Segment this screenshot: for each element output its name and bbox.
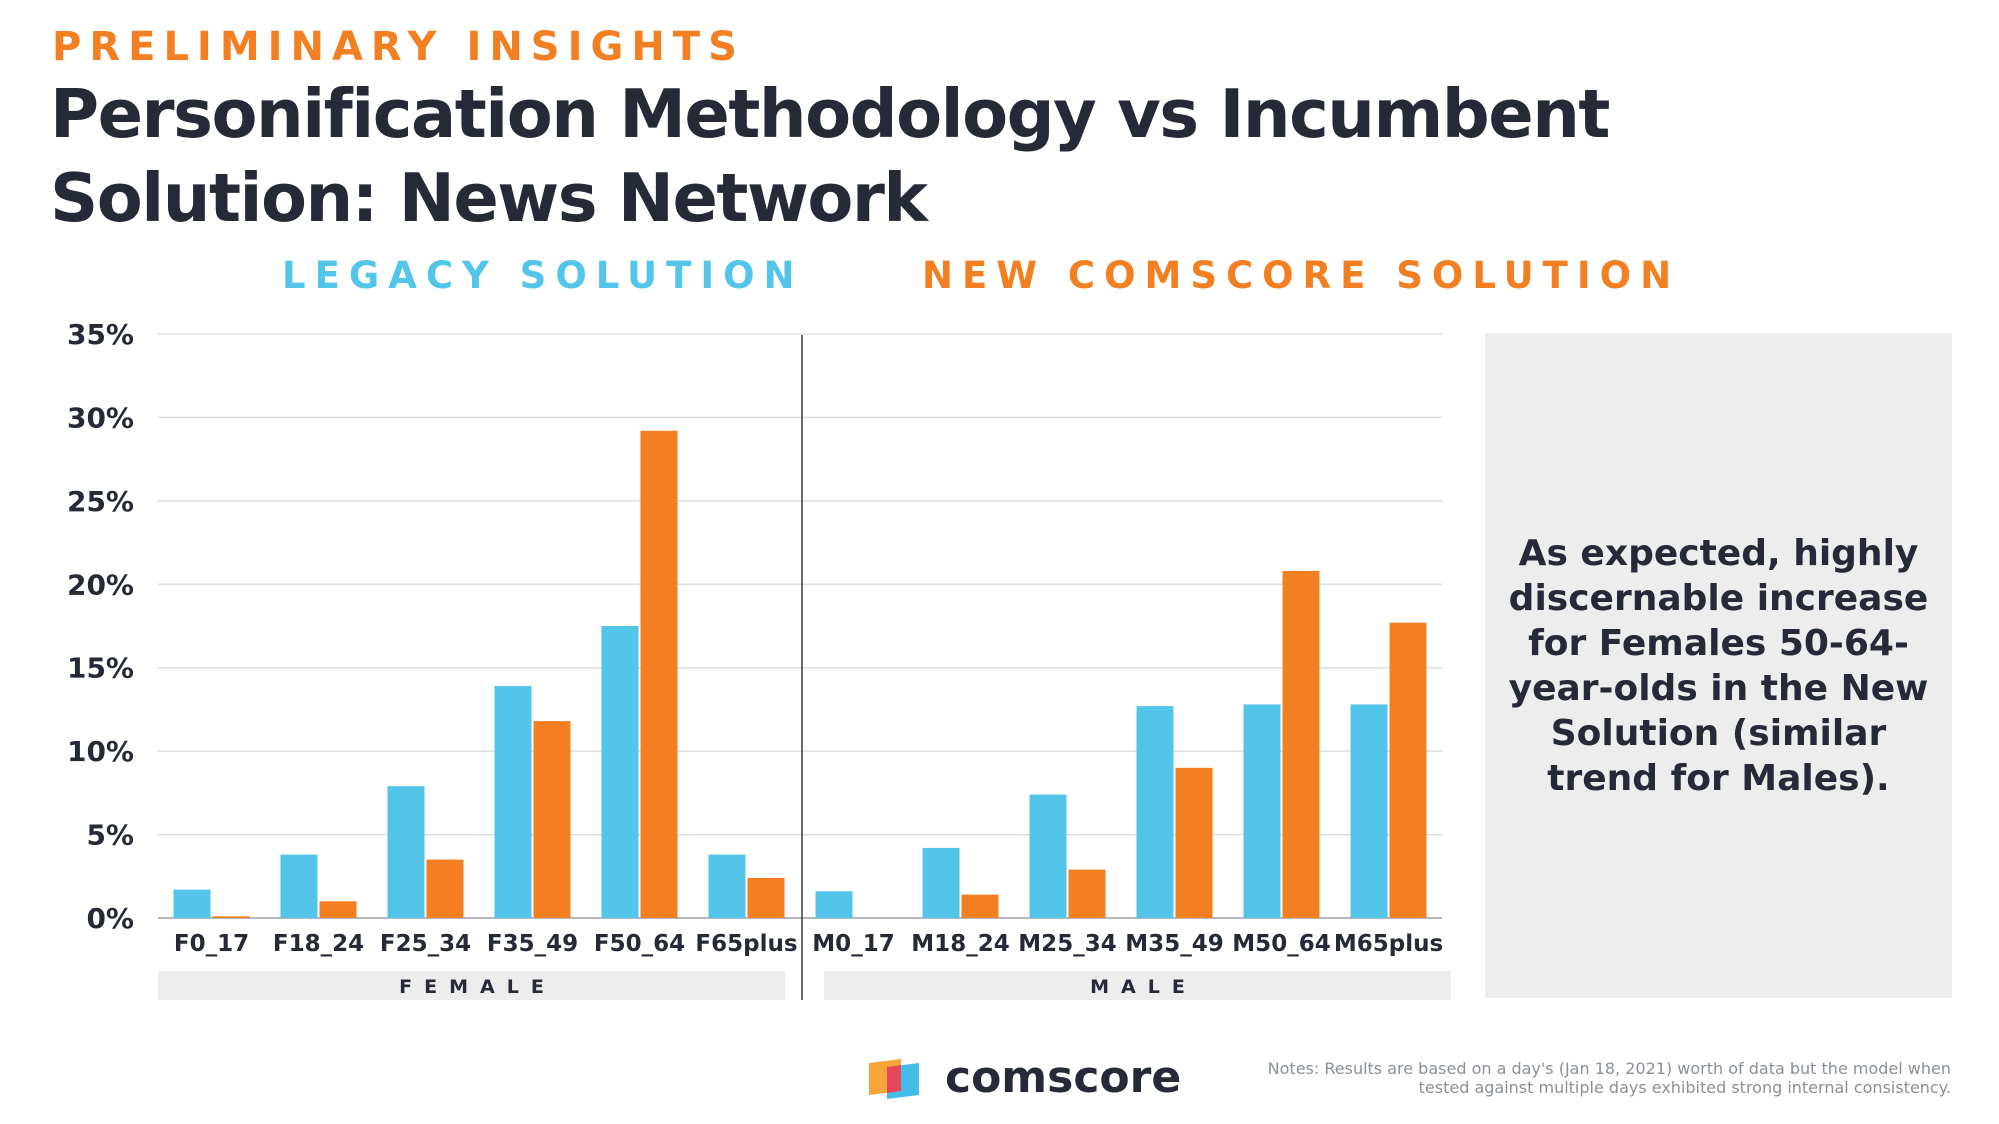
x-tick-label: F0_17: [174, 931, 249, 957]
y-tick-label: 30%: [67, 401, 134, 434]
callout-text: As expected, highly discernable increase…: [1508, 532, 1929, 799]
x-tick-label: F50_64: [594, 931, 685, 957]
y-tick-label: 5%: [86, 819, 134, 852]
bar-legacy-F18_24: [280, 854, 318, 918]
x-axis-ticks: F0_17 F18_24 F25_34 F35_49 F50_64 F65plus M0_1…: [174, 931, 1443, 957]
bar-legacy-F50_64: [601, 626, 639, 918]
bar-new-F25_34: [426, 859, 464, 918]
bars: [173, 430, 1427, 918]
bar-new-M65plus: [1389, 622, 1427, 918]
bar-legacy-F25_34: [387, 786, 425, 918]
y-tick-label: 20%: [67, 568, 134, 601]
callout-panel: As expected, highly discernable increase…: [1485, 333, 1952, 998]
bar-new-F0_17: [212, 916, 250, 918]
x-tick-label: F18_24: [273, 931, 364, 957]
comscore-logo-icon: [869, 1059, 919, 1099]
group-bands: FEMALE MALE: [158, 971, 1451, 1000]
x-tick-label: F25_34: [380, 931, 471, 957]
y-axis-ticks: 0% 5% 10% 15% 20% 25% 30% 35%: [67, 318, 134, 935]
notes-text: Notes: Results are based on a day's (Jan…: [1267, 1059, 1951, 1097]
eyebrow-label: PRELIMINARY INSIGHTS: [52, 24, 745, 70]
x-tick-label: M18_24: [911, 931, 1009, 957]
bar-new-F18_24: [319, 901, 357, 918]
bar-new-M18_24: [961, 894, 999, 918]
x-tick-label: M0_17: [812, 931, 894, 957]
x-tick-label: F35_49: [487, 931, 578, 957]
bar-legacy-M18_24: [922, 847, 960, 918]
bar-new-F35_49: [533, 721, 571, 918]
bar-legacy-M25_34: [1029, 794, 1067, 918]
bar-legacy-M65plus: [1350, 704, 1388, 918]
y-tick-label: 35%: [67, 318, 134, 351]
x-tick-label: M65plus: [1334, 931, 1443, 957]
group-band-male: [824, 971, 1451, 1000]
bar-new-F65plus: [747, 877, 785, 918]
y-tick-label: 15%: [67, 652, 134, 685]
bar-legacy-M0_17: [815, 891, 853, 918]
new-series-label: NEW COMSCORE SOLUTION: [922, 254, 1681, 297]
y-tick-label: 25%: [67, 485, 134, 518]
bar-new-M50_64: [1282, 570, 1320, 918]
grid-lines: [158, 333, 1442, 919]
x-tick-label: M50_64: [1232, 931, 1330, 957]
logo-text: comscore: [945, 1052, 1182, 1103]
x-tick-label: M35_49: [1125, 931, 1223, 957]
bar-legacy-M50_64: [1243, 704, 1281, 918]
page-title: Personification Methodology vs Incumbent…: [50, 75, 1610, 237]
group-label-female: FEMALE: [399, 976, 556, 998]
y-tick-label: 0%: [86, 902, 134, 935]
bar-new-F50_64: [640, 430, 678, 918]
x-tick-label: M25_34: [1018, 931, 1116, 957]
bar-legacy-F65plus: [708, 854, 746, 918]
group-band-female: [158, 971, 785, 1000]
group-label-male: MALE: [1090, 976, 1197, 998]
y-tick-label: 10%: [67, 735, 134, 768]
bar-new-M25_34: [1068, 869, 1106, 918]
x-tick-label: F65plus: [695, 931, 797, 957]
bar-legacy-F0_17: [173, 889, 211, 918]
bar-legacy-F35_49: [494, 686, 532, 918]
bar-legacy-M35_49: [1136, 706, 1174, 918]
bar-new-M35_49: [1175, 767, 1213, 918]
legacy-series-label: LEGACY SOLUTION: [282, 254, 804, 297]
